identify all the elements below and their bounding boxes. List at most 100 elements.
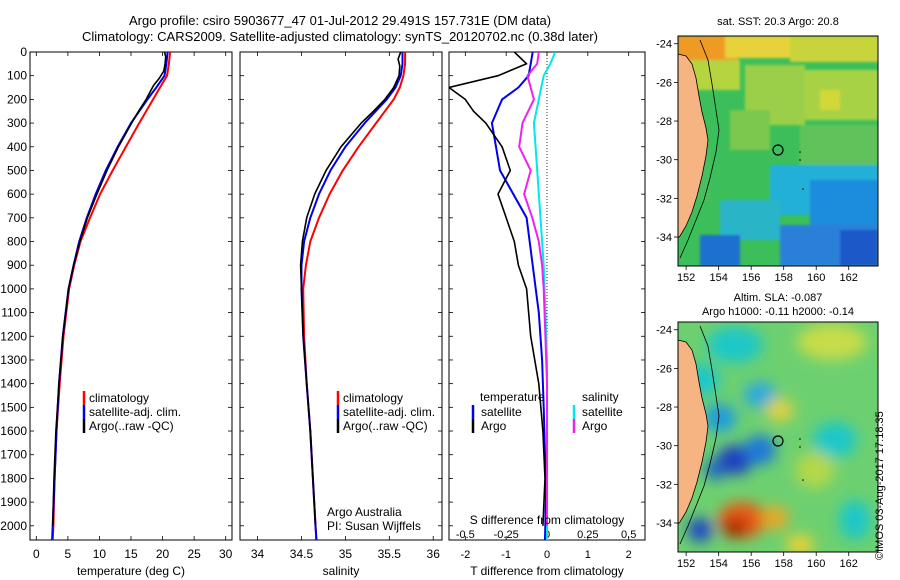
depth-tick-label: 1400 <box>0 377 27 391</box>
x-tick-label: 20 <box>156 547 170 561</box>
x-tick-label: -1 <box>501 549 511 561</box>
salinity-panel-frame <box>239 51 443 541</box>
series-line-climatology <box>302 52 407 540</box>
sla-map-land <box>677 339 709 525</box>
map-x-tick-label: 154 <box>709 272 727 284</box>
legend-label-argo: Argo(..raw -QC) <box>343 419 428 433</box>
depth-tick-label: 1800 <box>0 471 27 485</box>
map-y-tick-label: -24 <box>656 325 672 337</box>
depth-tick-label: 1100 <box>1 306 27 320</box>
x-tick-label: 34 <box>251 547 265 561</box>
sla-map-title-line2: Argo h1000: -0.11 h2000: -0.14 <box>702 306 854 318</box>
legend-label-s-satellite: satellite <box>582 405 623 419</box>
temperature-legend: climatology satellite-adj. clim. Argo(..… <box>82 391 181 433</box>
sla-map-float-dot <box>802 479 804 481</box>
sla-map-float-dot <box>799 438 801 440</box>
depth-tick-label: 1000 <box>0 282 27 296</box>
sst-map-land <box>677 53 709 239</box>
sst-map-float-dot <box>799 159 801 161</box>
sla-map <box>677 321 879 553</box>
series-line-climatology <box>51 52 172 540</box>
x-tick-label: -2 <box>460 549 470 561</box>
series-line-argo-raw-qc <box>51 52 167 526</box>
depth-tick-label: 500 <box>7 163 27 177</box>
map-x-tick-label: 158 <box>775 272 793 284</box>
depth-tick-label: 1200 <box>0 329 27 343</box>
x-tick-label: 0 <box>544 549 550 561</box>
imos-timestamp: ©IMOS 03-Aug-2017 17:18:35 <box>874 411 886 560</box>
depth-tick-label: 100 <box>7 69 27 83</box>
sla-map-title-line1: Altim. SLA: -0.087 <box>734 292 823 304</box>
sla-map-isobath <box>679 325 720 545</box>
x-tick-label: 15 <box>124 547 138 561</box>
map-x-tick-label: 156 <box>742 558 760 570</box>
source-annotation-line2: PI: Susan Wijffels <box>327 519 421 533</box>
depth-tick-label: 1600 <box>0 424 27 438</box>
depth-tick-label: 900 <box>7 258 27 272</box>
plot-title-line2: Climatology: CARS2009. Satellite-adjuste… <box>82 29 598 44</box>
series-line-satellite-adj-clim <box>300 52 404 540</box>
x2-tick-label: -0.5 <box>456 529 475 541</box>
x2-tick-label: 0.25 <box>577 529 598 541</box>
map-y-tick-label: -26 <box>656 363 672 375</box>
depth-tick-label: 1900 <box>0 495 27 509</box>
map-y-tick-label: -28 <box>656 116 672 128</box>
x-tick-label: 35.5 <box>378 547 402 561</box>
depth-tick-label: 400 <box>7 140 27 154</box>
series-line-t-argo <box>449 52 546 526</box>
depth-tick-label: 300 <box>7 116 27 130</box>
legend-label-satellite: satellite-adj. clim. <box>89 405 181 419</box>
x-tick-label: 30 <box>219 547 233 561</box>
map-y-tick-label: -34 <box>656 232 672 244</box>
map-x-tick-label: 152 <box>677 558 695 570</box>
map-x-tick-label: 152 <box>677 272 695 284</box>
map-x-tick-label: 162 <box>840 558 858 570</box>
x-tick-label: 36 <box>427 547 441 561</box>
depth-tick-label: 200 <box>7 92 27 106</box>
x-tick-label: 34.5 <box>290 547 314 561</box>
depth-tick-label: 700 <box>7 211 27 225</box>
sla-map-float-dot <box>799 446 801 448</box>
legend-heading-salinity: salinity <box>582 390 619 404</box>
legend-label-t-argo: Argo <box>481 419 507 433</box>
series-line-s-argo <box>518 52 548 526</box>
depth-tick-label: 800 <box>7 235 27 249</box>
map-y-tick-label: -26 <box>656 77 672 89</box>
depth-tick-label: 1300 <box>0 353 27 367</box>
map-y-tick-label: -28 <box>656 402 672 414</box>
legend-heading-temperature: temperature <box>480 390 545 404</box>
x2-tick-label: -0.25 <box>494 529 519 541</box>
panel-series-group <box>299 52 407 540</box>
depth-tick-label: 600 <box>7 187 27 201</box>
map-y-tick-label: -34 <box>656 518 672 530</box>
s-difference-axis-label: S difference from climatology <box>470 513 625 527</box>
source-annotation-line1: Argo Australia <box>327 505 402 519</box>
x-tick-label: 0 <box>33 547 40 561</box>
x-tick-label: 1 <box>585 549 591 561</box>
sst-map-isobath <box>679 39 720 259</box>
map-x-tick-label: 158 <box>775 558 793 570</box>
map-y-tick-label: -32 <box>656 193 672 205</box>
difference-legend: temperature salinity satellite Argo sate… <box>471 390 623 433</box>
sla-map-frame <box>677 321 879 553</box>
map-x-tick-label: 162 <box>840 272 858 284</box>
map-y-tick-label: -24 <box>656 39 672 51</box>
temperature-axis-label: temperature (deg C) <box>77 564 185 578</box>
depth-tick-label: 0 <box>20 45 27 59</box>
salinity-legend: climatology satellite-adj. clim. Argo(..… <box>336 391 435 433</box>
panel-series-group <box>51 52 172 540</box>
x2-tick-label: 0.5 <box>621 529 636 541</box>
x-tick-label: 35 <box>339 547 353 561</box>
map-y-tick-label: -32 <box>656 479 672 491</box>
legend-label-s-argo: Argo <box>582 419 608 433</box>
legend-label-satellite: satellite-adj. clim. <box>343 405 435 419</box>
salinity-axis-label: salinity <box>323 564 360 578</box>
map-x-tick-label: 160 <box>807 272 825 284</box>
depth-tick-label: 1500 <box>0 400 27 414</box>
map-x-tick-label: 154 <box>709 558 727 570</box>
sst-map-frame <box>677 35 879 267</box>
x-tick-label: 2 <box>626 549 632 561</box>
series-line-t-satellite <box>490 52 547 540</box>
sst-map-argo-marker <box>772 144 784 156</box>
